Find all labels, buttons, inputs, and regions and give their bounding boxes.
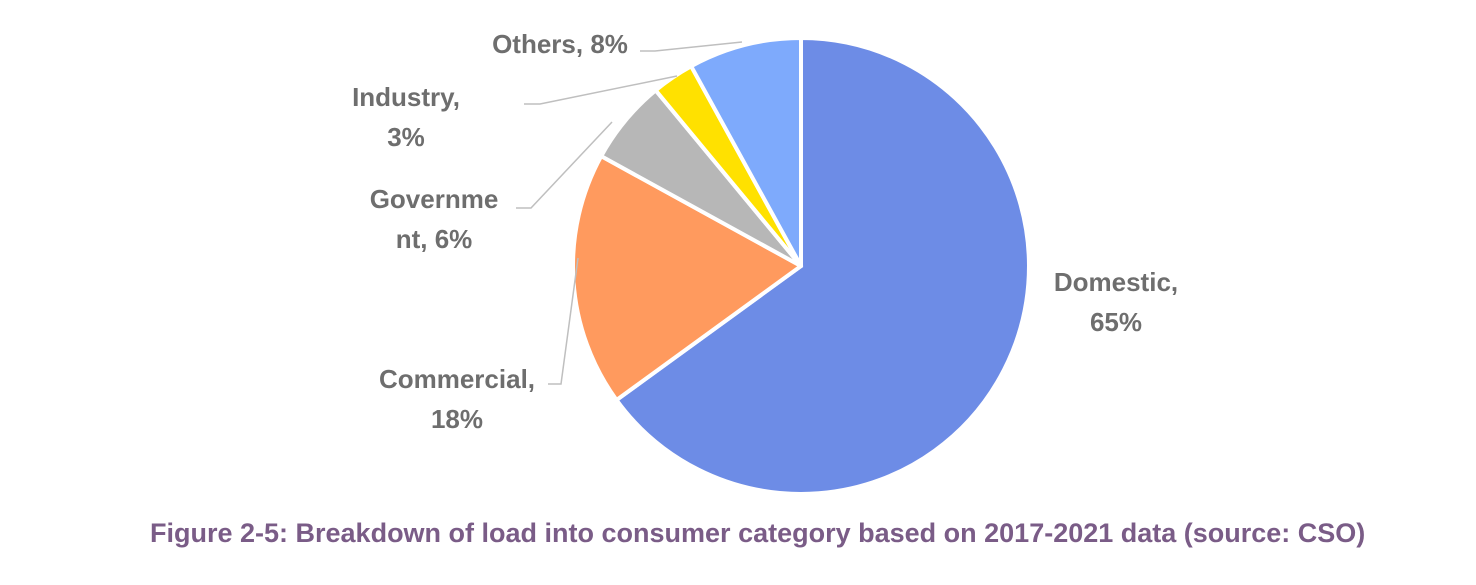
data-label-others: Others, 8% bbox=[492, 29, 628, 59]
leader-lines bbox=[516, 41, 743, 385]
data-label-line: 18% bbox=[431, 404, 483, 434]
data-label-line: Others, 8% bbox=[492, 29, 628, 59]
data-label-line: nt, 6% bbox=[396, 224, 473, 254]
data-label-government: Governme nt, 6% bbox=[370, 184, 499, 254]
pie-slice-others bbox=[689, 36, 803, 268]
data-labels: Domestic, 65% Commercial, 18% Governme nt, 6%… bbox=[352, 29, 1178, 434]
data-label-line: Industry, bbox=[352, 82, 460, 112]
leader-line-commercial bbox=[548, 257, 579, 385]
leader-line-others bbox=[640, 41, 743, 52]
leader-line-industry bbox=[524, 75, 678, 105]
pie-slice-domestic bbox=[614, 36, 1031, 496]
data-label-line: 3% bbox=[387, 122, 425, 152]
pie-slice-commercial bbox=[571, 154, 803, 403]
pie-slices bbox=[571, 36, 1031, 496]
figure-caption: Figure 2-5: Breakdown of load into consu… bbox=[150, 518, 1366, 548]
data-label-commercial: Commercial, 18% bbox=[379, 364, 535, 434]
data-label-line: Governme bbox=[370, 184, 499, 214]
data-label-domestic: Domestic, 65% bbox=[1054, 267, 1178, 337]
data-label-line: 65% bbox=[1090, 307, 1142, 337]
leader-line-government bbox=[516, 121, 613, 209]
data-label-line: Domestic, bbox=[1054, 267, 1178, 297]
data-label-industry: Industry, 3% bbox=[352, 82, 460, 152]
data-label-line: Commercial, bbox=[379, 364, 535, 394]
